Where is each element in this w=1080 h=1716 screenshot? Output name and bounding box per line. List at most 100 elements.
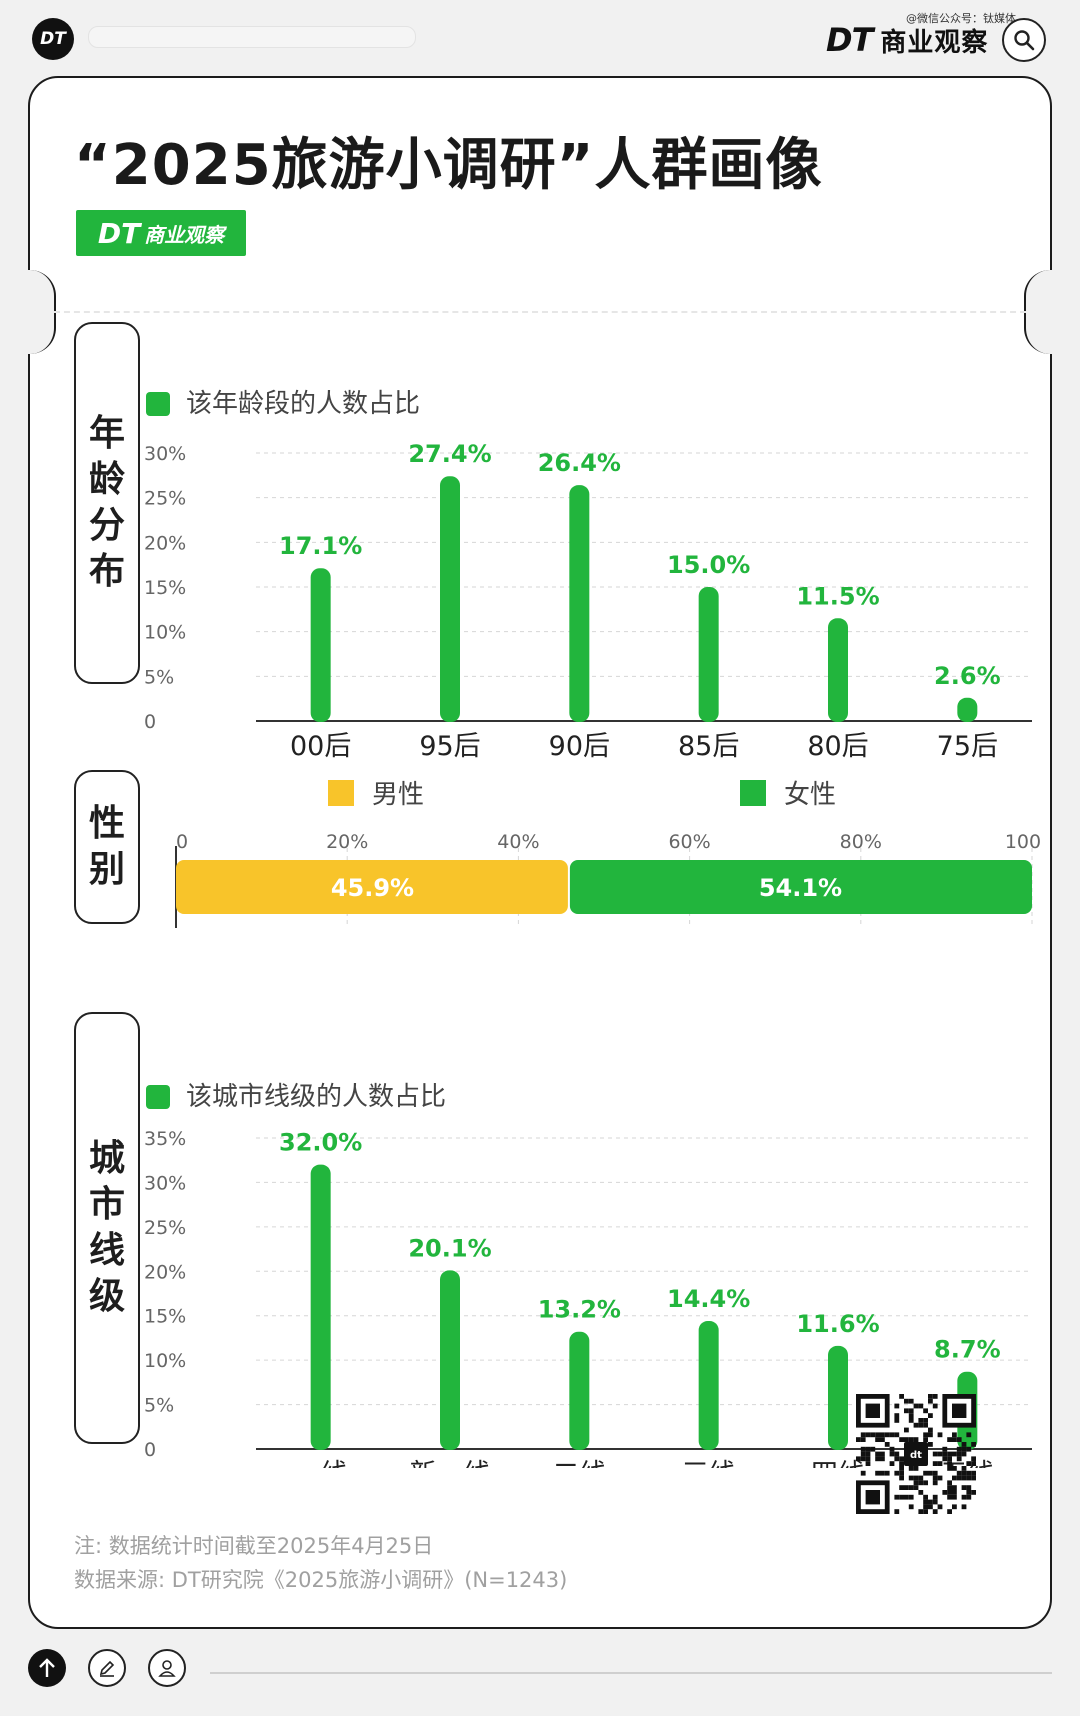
qr-module bbox=[860, 1432, 866, 1438]
search-button[interactable] bbox=[1002, 18, 1046, 62]
bar bbox=[440, 476, 460, 722]
y-tick-label: 25% bbox=[144, 1217, 186, 1239]
header-divider bbox=[54, 311, 1026, 313]
bar bbox=[310, 1164, 331, 1450]
qr-module bbox=[971, 1461, 976, 1466]
qr-module bbox=[971, 1475, 976, 1481]
city-label-char: 城 bbox=[88, 1138, 125, 1179]
qr-module bbox=[966, 1490, 972, 1495]
pencil-icon bbox=[99, 1660, 115, 1677]
qr-module bbox=[952, 1451, 957, 1457]
data-label: 20.1% bbox=[408, 1234, 491, 1262]
x-tick-label: 95后 bbox=[419, 731, 480, 762]
qr-module bbox=[870, 1432, 876, 1438]
edit-button[interactable] bbox=[88, 1649, 126, 1687]
stacked-bar-segment bbox=[569, 860, 1032, 914]
qr-module bbox=[918, 1418, 924, 1423]
x-tick-label: 一线 bbox=[294, 1459, 348, 1468]
qr-module bbox=[875, 1437, 880, 1442]
card-notch-left bbox=[28, 270, 56, 354]
age-label-char: 分 bbox=[88, 505, 125, 546]
qr-module bbox=[856, 1437, 861, 1442]
data-label: 17.1% bbox=[279, 532, 362, 560]
qr-module bbox=[961, 1470, 967, 1476]
city-label-char: 市 bbox=[88, 1184, 125, 1225]
x-tick-label: 90后 bbox=[549, 731, 610, 762]
qr-module bbox=[904, 1494, 909, 1500]
badge-dt: DT bbox=[97, 216, 141, 250]
qr-module bbox=[932, 1451, 938, 1457]
x-tick-label: 60% bbox=[668, 831, 710, 853]
qr-module bbox=[952, 1504, 957, 1510]
qr-module bbox=[971, 1456, 976, 1462]
bar bbox=[957, 697, 978, 722]
qr-module bbox=[937, 1504, 943, 1510]
qr-module bbox=[932, 1403, 938, 1409]
qr-module bbox=[956, 1475, 962, 1481]
data-label: 2.6% bbox=[934, 662, 1001, 690]
y-tick-label: 25% bbox=[144, 488, 186, 510]
y-tick-label: 10% bbox=[144, 1350, 186, 1372]
dt-logo-icon[interactable]: DT bbox=[32, 18, 74, 60]
age-label-char: 龄 bbox=[88, 459, 125, 500]
qr-center-logo bbox=[904, 1442, 928, 1466]
scroll-top-button[interactable] bbox=[28, 1649, 66, 1687]
y-tick-label: 0 bbox=[144, 711, 156, 733]
user-icon bbox=[158, 1660, 176, 1677]
gender-label-char: 性 bbox=[88, 803, 125, 844]
qr-module bbox=[928, 1470, 933, 1476]
qr-module bbox=[932, 1461, 938, 1466]
qr-module bbox=[908, 1494, 914, 1500]
qr-module bbox=[956, 1437, 962, 1442]
qr-module bbox=[961, 1475, 967, 1481]
qr-module bbox=[952, 1494, 957, 1500]
qr-module bbox=[932, 1470, 938, 1476]
age-section-label: 年 龄 分 布 bbox=[74, 322, 140, 684]
qr-module bbox=[966, 1485, 972, 1490]
qr-module bbox=[947, 1456, 952, 1462]
qr-module bbox=[923, 1504, 928, 1510]
source-watermark: @微信公众号：钛媒体 bbox=[906, 12, 1016, 25]
qr-module bbox=[937, 1432, 943, 1438]
qr-module bbox=[860, 1437, 866, 1442]
qr-module bbox=[860, 1451, 866, 1457]
legend-label: 男性 bbox=[372, 780, 424, 810]
qr-module bbox=[865, 1446, 871, 1452]
data-label: 32.0% bbox=[279, 1129, 362, 1157]
x-tick-label: 0 bbox=[176, 831, 188, 853]
qr-module bbox=[961, 1442, 967, 1447]
bar bbox=[569, 1331, 590, 1450]
qr-module bbox=[937, 1461, 943, 1466]
bar bbox=[569, 485, 590, 722]
qr-center-text: dt bbox=[910, 1450, 922, 1461]
qr-module bbox=[899, 1456, 904, 1462]
qr-module bbox=[894, 1470, 900, 1476]
qr-module bbox=[928, 1432, 933, 1438]
footnote-source: 数据来源: DT研究院《2025旅游小调研》(N=1243) bbox=[74, 1568, 568, 1592]
top-app-bar: DT @微信公众号：钛媒体 DT 商业观察 bbox=[0, 0, 1080, 80]
x-tick-label: 20% bbox=[326, 831, 368, 853]
qr-module bbox=[894, 1403, 900, 1409]
qr-module bbox=[961, 1485, 967, 1490]
legend-swatch bbox=[146, 392, 170, 416]
qr-module bbox=[952, 1475, 957, 1481]
y-tick-label: 10% bbox=[144, 622, 186, 644]
qr-module bbox=[884, 1470, 890, 1476]
qr-module bbox=[928, 1504, 933, 1510]
qr-module bbox=[966, 1461, 972, 1466]
qr-module bbox=[875, 1451, 880, 1457]
y-tick-label: 20% bbox=[144, 1261, 186, 1283]
qr-module bbox=[894, 1413, 900, 1418]
x-tick-label: 四线 bbox=[811, 1459, 865, 1468]
qr-module bbox=[884, 1442, 890, 1447]
legend-swatch bbox=[146, 1085, 170, 1109]
profile-button[interactable] bbox=[148, 1649, 186, 1687]
qr-module bbox=[894, 1451, 900, 1457]
qr-module bbox=[942, 1446, 948, 1452]
x-tick-label: 85后 bbox=[678, 731, 739, 762]
qr-module bbox=[932, 1509, 938, 1514]
qr-code[interactable]: dt bbox=[856, 1394, 976, 1514]
qr-module bbox=[899, 1394, 904, 1399]
y-tick-label: 5% bbox=[144, 666, 174, 688]
top-search-pill[interactable] bbox=[88, 26, 416, 48]
